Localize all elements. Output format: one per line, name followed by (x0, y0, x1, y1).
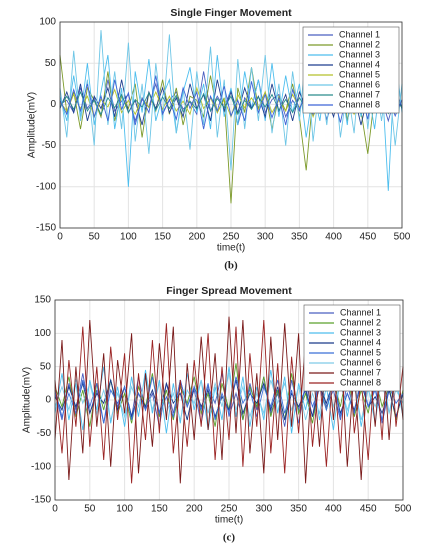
x-tick-label: 400 (325, 504, 342, 515)
legend-label: Channel 4 (339, 59, 380, 69)
y-tick-label: -50 (37, 428, 52, 439)
caption: (b) (224, 260, 238, 272)
y-tick-label: 100 (39, 17, 56, 28)
x-tick-label: 150 (154, 232, 171, 243)
y-tick-label: 0 (45, 395, 51, 406)
legend-label: Channel 2 (340, 317, 381, 327)
x-tick-label: 200 (186, 504, 203, 515)
axes-frame (59, 21, 403, 229)
legend-label: Channel 3 (339, 49, 380, 59)
x-tick-label: 450 (359, 232, 376, 243)
chart-title: Finger Spread Movement (166, 285, 292, 297)
legend-label: Channel 6 (340, 357, 381, 367)
legend-label: Channel 8 (340, 377, 381, 387)
legend-label: Channel 1 (340, 307, 381, 317)
x-tick-label: 400 (325, 232, 342, 243)
x-axis-label: time(t) (215, 515, 243, 526)
x-tick-label: 150 (151, 504, 168, 515)
x-tick-label: 250 (221, 504, 238, 515)
series-line (54, 316, 404, 484)
legend-label: Channel 1 (339, 29, 380, 39)
x-axis-label: time(t) (217, 243, 245, 254)
y-tick-label: 100 (34, 328, 51, 339)
legend-box (303, 304, 401, 392)
legend-label: Channel 2 (339, 39, 380, 49)
y-tick-label: -100 (36, 181, 56, 192)
x-tick-label: 500 (394, 232, 411, 243)
y-tick-label: -100 (31, 461, 51, 472)
y-tick-label: 150 (34, 295, 51, 306)
y-tick-label: 50 (40, 361, 52, 372)
x-tick-label: 450 (360, 504, 377, 515)
legend-label: Channel 5 (339, 69, 380, 79)
x-tick-label: 100 (120, 232, 137, 243)
x-tick-label: 50 (89, 232, 101, 243)
x-tick-label: 0 (52, 504, 58, 515)
y-axis-label: Amplitude(mV) (27, 92, 38, 158)
x-tick-label: 200 (188, 232, 205, 243)
legend-label: Channel 8 (339, 99, 380, 109)
x-tick-label: 100 (116, 504, 133, 515)
legend-label: Channel 7 (339, 89, 380, 99)
legend-label: Channel 5 (340, 347, 381, 357)
x-tick-label: 350 (291, 232, 308, 243)
y-axis-label: Amplitude(mV) (22, 367, 33, 433)
x-tick-label: 0 (57, 232, 63, 243)
x-tick-label: 300 (255, 504, 272, 515)
legend-box (302, 26, 400, 114)
legend-label: Channel 4 (340, 337, 381, 347)
caption: (c) (223, 532, 236, 544)
series-line (54, 373, 404, 421)
legend-label: Channel 7 (340, 367, 381, 377)
axes-frame (54, 299, 404, 501)
legend-label: Channel 3 (340, 327, 381, 337)
chart-title: Single Finger Movement (170, 7, 292, 19)
y-tick-label: -150 (31, 495, 51, 506)
x-tick-label: 250 (223, 232, 240, 243)
x-tick-label: 50 (84, 504, 96, 515)
legend-label: Channel 6 (339, 79, 380, 89)
y-tick-label: 0 (50, 99, 56, 110)
x-tick-label: 350 (290, 504, 307, 515)
y-tick-label: 50 (45, 58, 57, 69)
x-tick-label: 500 (395, 504, 412, 515)
y-tick-label: -150 (36, 223, 56, 234)
x-tick-label: 300 (257, 232, 274, 243)
y-tick-label: -50 (42, 140, 57, 151)
